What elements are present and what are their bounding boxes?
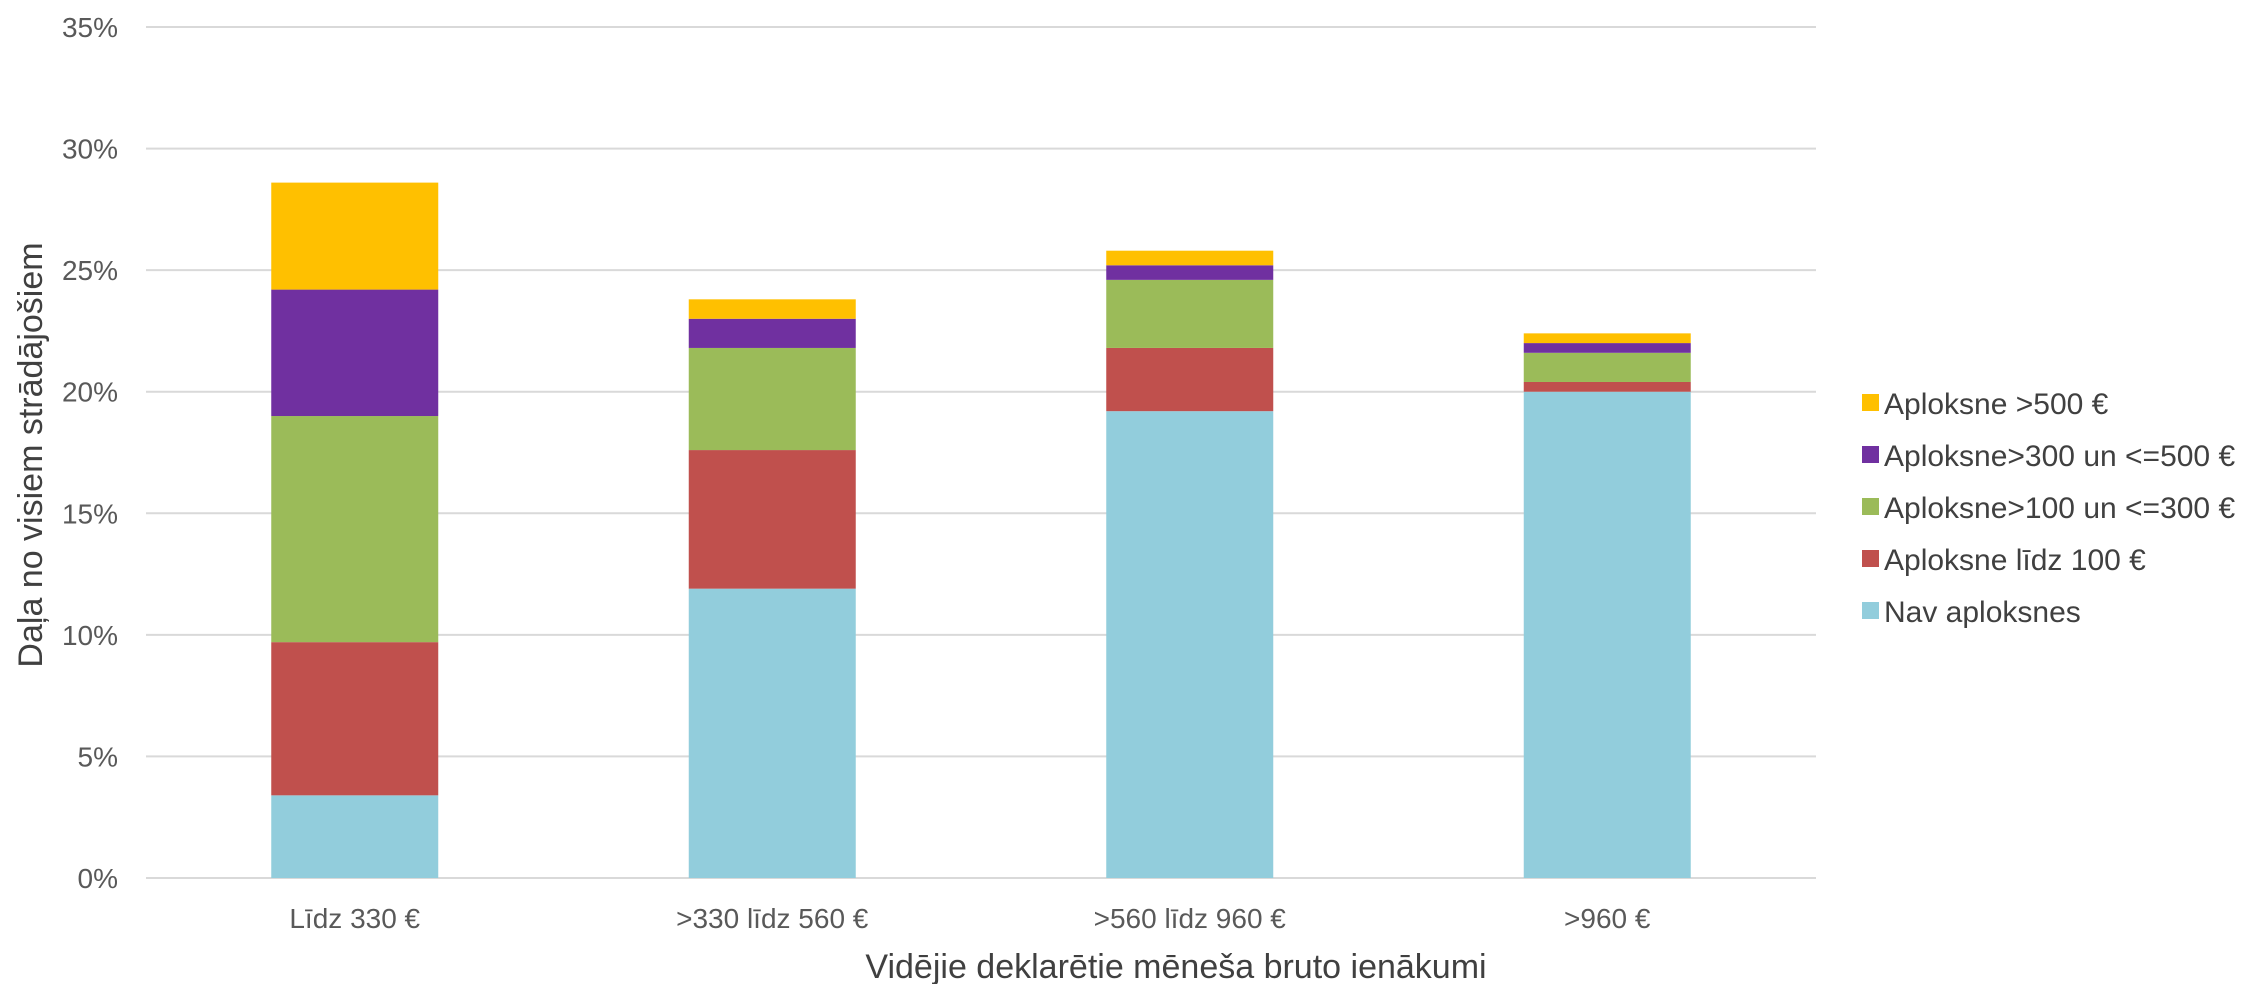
- bar-segment: [1523, 391, 1691, 878]
- bar-segment: [1523, 352, 1691, 382]
- legend-swatch: [1862, 498, 1879, 515]
- bar-segment: [688, 450, 856, 589]
- legend-swatch: [1862, 446, 1879, 463]
- x-axis-title: Vidējie deklarētie mēneša bruto ienākumi: [865, 948, 1486, 984]
- y-axis-ticks: 0% 5% 10% 15% 20% 25% 30% 35%: [62, 12, 118, 894]
- y-tick-label: 5%: [78, 741, 118, 772]
- bars: [271, 182, 1691, 878]
- bar-segment: [1523, 333, 1691, 344]
- bar-segment: [1106, 265, 1274, 280]
- legend-label: Nav aploksnes: [1884, 596, 2081, 629]
- legend-swatch: [1862, 550, 1879, 567]
- legend-swatch: [1862, 602, 1879, 619]
- legend-label: Aploksne līdz 100 €: [1884, 544, 2146, 577]
- bar-segment: [1106, 347, 1274, 412]
- legend: Aploksne >500 € Aploksne>300 un <=500 € Ap…: [1862, 388, 2235, 629]
- bar-segment: [271, 182, 439, 290]
- bar-segment: [1106, 250, 1274, 266]
- legend-label: Aploksne>300 un <=500 €: [1884, 440, 2235, 473]
- y-tick-label: 0%: [78, 863, 118, 894]
- y-tick-label: 15%: [62, 498, 118, 529]
- bar-segment: [688, 299, 856, 319]
- bar-segment: [688, 347, 856, 451]
- bar-segment: [271, 289, 439, 417]
- legend-swatch: [1862, 394, 1879, 411]
- y-tick-label: 25%: [62, 255, 118, 286]
- x-tick-label: Līdz 330 €: [289, 903, 420, 934]
- x-tick-label: >330 līdz 560 €: [676, 903, 869, 934]
- bar-segment: [688, 318, 856, 348]
- x-axis-ticks: Līdz 330 € >330 līdz 560 € >560 līdz 960 €…: [289, 903, 1651, 934]
- bar-segment: [271, 642, 439, 796]
- bar-segment: [1523, 381, 1691, 392]
- bar-segment: [271, 795, 439, 878]
- bar-segment: [688, 588, 856, 878]
- bar-segment: [1106, 411, 1274, 878]
- y-tick-label: 20%: [62, 377, 118, 408]
- y-tick-label: 30%: [62, 134, 118, 165]
- y-axis-title: Daļa no visiem strādājošiem: [12, 242, 50, 667]
- x-tick-label: >560 līdz 960 €: [1094, 903, 1287, 934]
- bar-segment: [1106, 279, 1274, 348]
- y-tick-label: 35%: [62, 12, 118, 43]
- x-tick-label: >960 €: [1564, 903, 1651, 934]
- legend-label: Aploksne >500 €: [1884, 388, 2109, 421]
- y-tick-label: 10%: [62, 620, 118, 651]
- legend-label: Aploksne>100 un <=300 €: [1884, 492, 2235, 525]
- bar-segment: [1523, 343, 1691, 353]
- bar-segment: [271, 416, 439, 643]
